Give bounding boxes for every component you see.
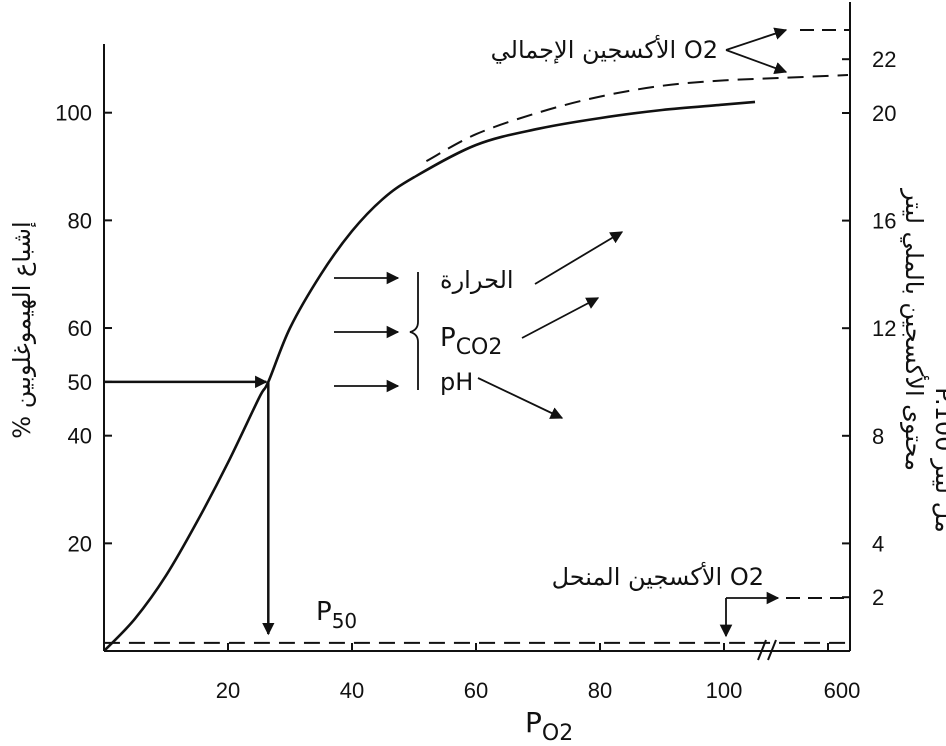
y-right-tick-label: 2 <box>872 585 884 610</box>
y-left-axis-label: % إشباع الهيموغلوبين <box>8 221 37 438</box>
shift-factors: الحرارة PCO2 pH <box>334 231 624 419</box>
pco2-shift-arrow <box>521 297 600 339</box>
ph-label: pH <box>440 368 473 396</box>
y-left-tick-label: 100 <box>55 101 92 126</box>
total-oxygen-label: الأكسجين الإجمالي O2 <box>491 35 718 64</box>
y-right-tick-label: 4 <box>872 531 884 556</box>
y-right-tick-label: 20 <box>872 101 896 126</box>
series-group <box>103 74 849 652</box>
x-tick-label: 100 <box>706 678 743 703</box>
y-right-ticks: 2 4 8 12 16 20 22 <box>842 47 896 610</box>
dissolved-oxygen-label: الأكسجين المنحل O2 <box>552 562 764 591</box>
x-tick-label: 40 <box>340 678 364 703</box>
y-right-axis-label-line2: P.100 مل ليتر <box>930 387 946 533</box>
x-ticks: 20 40 60 80 100 600 <box>216 643 861 703</box>
p50-label: P50 <box>316 597 357 633</box>
x-axis-label: PO2 <box>525 706 573 746</box>
y-left-tick-label: 80 <box>68 208 92 233</box>
x-tick-label: 20 <box>216 678 240 703</box>
y-right-axis-label-line1: محتوى الأكسجين بالملي ليتر <box>900 188 929 471</box>
total-oxygen-annotation: الأكسجين الإجمالي O2 <box>491 27 850 75</box>
y-left-tick-label: 20 <box>68 531 92 556</box>
y-right-tick-label: 12 <box>872 316 896 341</box>
y-right-tick-label: 22 <box>872 47 896 72</box>
y-right-tick-label: 8 <box>872 424 884 449</box>
dissociation-curve <box>103 100 756 652</box>
x-tick-label: 600 <box>824 678 861 703</box>
ph-shift-arrow <box>477 377 564 419</box>
y-left-tick-label: 40 <box>68 424 92 449</box>
y-left-tick-label: 50 <box>68 370 92 395</box>
dissolved-oxygen-annotation: الأكسجين المنحل O2 <box>552 562 850 638</box>
y-right-tick-label: 16 <box>872 209 896 234</box>
factor-brace <box>409 272 419 390</box>
temperature-label: الحرارة <box>440 266 514 294</box>
x-tick-label: 60 <box>464 678 488 703</box>
dashed-curve-1 <box>425 74 849 162</box>
pco2-label: PCO2 <box>440 323 502 360</box>
y-left-tick-label: 60 <box>68 316 92 341</box>
x-tick-label: 80 <box>588 678 612 703</box>
temperature-shift-arrow <box>534 231 624 285</box>
y-left-ticks: 20 40 50 60 80 100 <box>55 101 112 556</box>
